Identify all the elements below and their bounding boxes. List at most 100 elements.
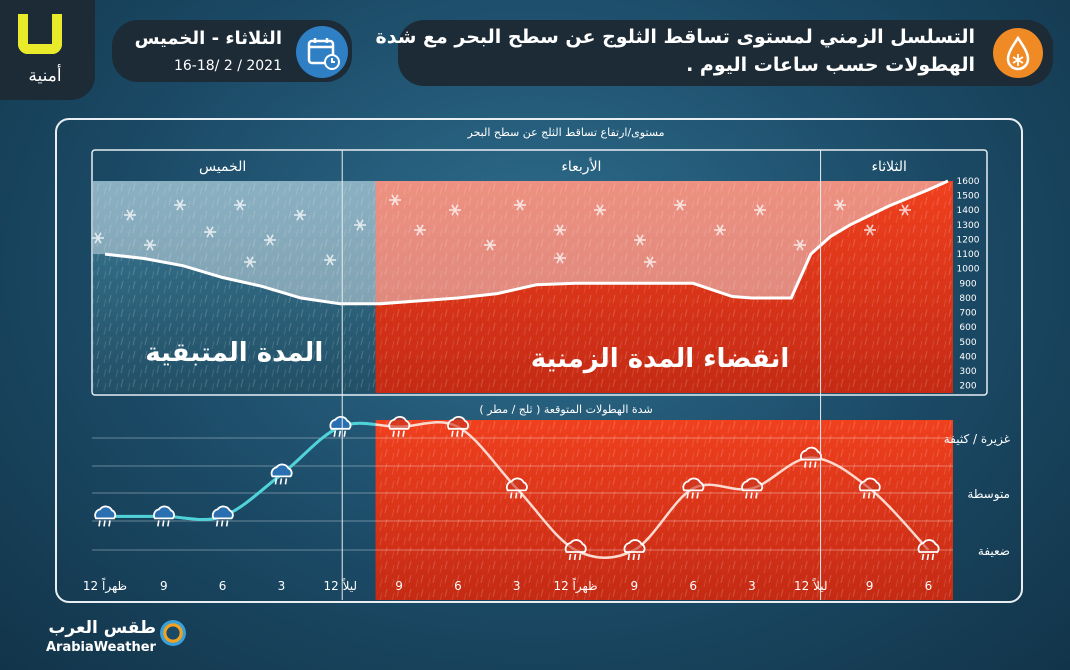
cloud-rain-icon bbox=[329, 415, 352, 437]
y-tick-label: 1100 bbox=[957, 250, 980, 260]
logo-text: أمنية bbox=[28, 66, 62, 86]
cloud-rain-icon bbox=[153, 505, 175, 527]
x-tick-label: 9 bbox=[395, 579, 403, 593]
y-tick-label: 300 bbox=[959, 367, 976, 377]
chart-title-header: التسلسل الزمني لمستوى تساقط الثلوج عن سط… bbox=[376, 20, 1053, 86]
sun-logo-icon bbox=[158, 618, 188, 648]
snowflake-icon bbox=[414, 224, 426, 236]
day-name-label: الخميس bbox=[199, 159, 246, 175]
cloud-rain-icon bbox=[682, 477, 705, 499]
x-tick-label: 6 bbox=[925, 579, 933, 593]
snowflake-icon bbox=[554, 252, 566, 264]
y-tick-label: 400 bbox=[959, 352, 976, 362]
cloud-rain-icon bbox=[623, 539, 646, 561]
x-tick-label: 3 bbox=[278, 579, 286, 593]
day-header-frame bbox=[91, 149, 988, 396]
elapsed-period-label: انقضاء المدة الزمنية bbox=[531, 344, 790, 374]
date-days: الثلاثاء - الخميس bbox=[134, 28, 282, 49]
x-tick-label: 6 bbox=[219, 579, 227, 593]
arabiaweather-logo: طقس العرب ArabiaWeather bbox=[46, 618, 156, 658]
x-tick-label: 9 bbox=[160, 579, 168, 593]
cloud-rain-icon bbox=[917, 539, 940, 561]
cloud-rain-icon bbox=[564, 539, 587, 561]
title-line-1: التسلسل الزمني لمستوى تساقط الثلوج عن سط… bbox=[375, 26, 975, 48]
x-tick-label: 3 bbox=[748, 579, 756, 593]
y-tick-label: 1300 bbox=[957, 221, 980, 231]
brand-english: ArabiaWeather bbox=[46, 640, 156, 655]
y-tick-label: 500 bbox=[959, 338, 976, 348]
snowflake-icon bbox=[144, 239, 156, 251]
cloud-rain-icon bbox=[858, 477, 881, 499]
day-name-label: الثلاثاء bbox=[871, 159, 906, 175]
x-tick-label: 6 bbox=[454, 579, 462, 593]
snowflake-icon bbox=[449, 204, 461, 216]
x-tick-label: 6 bbox=[689, 579, 697, 593]
snowflake-icon bbox=[264, 234, 276, 246]
y-tick-label: 200 bbox=[959, 382, 976, 392]
snowflake-icon bbox=[294, 209, 306, 221]
y-tick-label: 1200 bbox=[957, 235, 980, 245]
x-tick-label: 9 bbox=[631, 579, 639, 593]
snowflake-icon bbox=[554, 224, 566, 236]
snow-level-title: مستوى/ارتفاع تساقط الثلج عن سطح البحر bbox=[467, 126, 665, 139]
y-tick-label: 1500 bbox=[957, 192, 980, 202]
snowflake-icon bbox=[834, 199, 846, 211]
snowflake-icon bbox=[124, 209, 136, 221]
snowflake-icon bbox=[204, 226, 216, 238]
intensity-label: ضعيفة bbox=[978, 544, 1010, 558]
snowflake-icon bbox=[354, 219, 366, 231]
intensity-label: غزيرة / كثيفة bbox=[944, 432, 1010, 447]
snowflake-icon bbox=[484, 239, 496, 251]
y-tick-label: 1400 bbox=[957, 206, 980, 216]
y-tick-label: 1000 bbox=[957, 265, 980, 275]
snowflake-icon bbox=[92, 232, 104, 244]
precip-rain-texture bbox=[375, 420, 953, 600]
x-tick-label: 3 bbox=[513, 579, 521, 593]
x-tick-label: 12 ظهراً bbox=[83, 577, 127, 594]
snowflake-icon bbox=[514, 199, 526, 211]
cloud-rain-icon bbox=[741, 477, 764, 499]
date-range: 16-18/ 2 / 2021 bbox=[173, 58, 282, 74]
snowflake-icon bbox=[899, 204, 911, 216]
snowflake-icon bbox=[594, 204, 606, 216]
precip-line-remaining bbox=[105, 421, 376, 521]
x-tick-label: 12 ليلاً bbox=[794, 578, 828, 593]
cloud-rain-icon bbox=[211, 505, 234, 527]
y-tick-label: 800 bbox=[959, 294, 976, 304]
chart-panel bbox=[55, 118, 1023, 603]
snowflake-icon bbox=[244, 256, 256, 268]
precip-intensity-title: شدة الهطولات المتوقعة ( ثلج / مطر ) bbox=[479, 403, 652, 416]
snow-level-line bbox=[104, 179, 949, 306]
remaining-period-label: المدة المتبقية bbox=[145, 338, 323, 368]
day-name-label: الأربعاء bbox=[561, 157, 601, 175]
y-tick-label: 700 bbox=[959, 309, 976, 319]
date-header: الثلاثاء - الخميس 16-18/ 2 / 2021 bbox=[112, 20, 352, 82]
cloud-rain-icon bbox=[94, 505, 117, 527]
logo-mark bbox=[18, 14, 62, 54]
intensity-label: متوسطة bbox=[967, 487, 1010, 502]
snow-drop-icon bbox=[993, 28, 1043, 78]
snowflake-icon bbox=[389, 194, 401, 206]
title-line-2: الهطولات حسب ساعات اليوم . bbox=[686, 54, 975, 76]
snowflake-icon bbox=[174, 199, 186, 211]
snowflake-icon bbox=[324, 254, 336, 266]
snowflake-icon bbox=[864, 224, 876, 236]
x-tick-label: 9 bbox=[866, 579, 874, 593]
x-tick-label: 12 ظهراً bbox=[553, 577, 597, 594]
y-tick-label: 900 bbox=[959, 279, 976, 289]
snowflake-icon bbox=[754, 204, 766, 216]
brand-arabic: طقس العرب bbox=[48, 618, 156, 638]
cloud-rain-icon bbox=[388, 415, 411, 437]
cloud-rain-icon bbox=[505, 477, 528, 499]
snowflake-icon bbox=[674, 199, 686, 211]
snowflake-icon bbox=[644, 256, 656, 268]
cloud-rain-icon bbox=[270, 463, 293, 485]
snowflake-icon bbox=[634, 234, 646, 246]
calendar-icon bbox=[296, 26, 348, 78]
snowflake-icon bbox=[794, 239, 806, 251]
cloud-rain-icon bbox=[447, 415, 470, 437]
y-tick-label: 1600 bbox=[957, 177, 980, 187]
channel-logo: أمنية bbox=[0, 0, 95, 100]
x-tick-label: 12 ليلاً bbox=[323, 578, 357, 593]
